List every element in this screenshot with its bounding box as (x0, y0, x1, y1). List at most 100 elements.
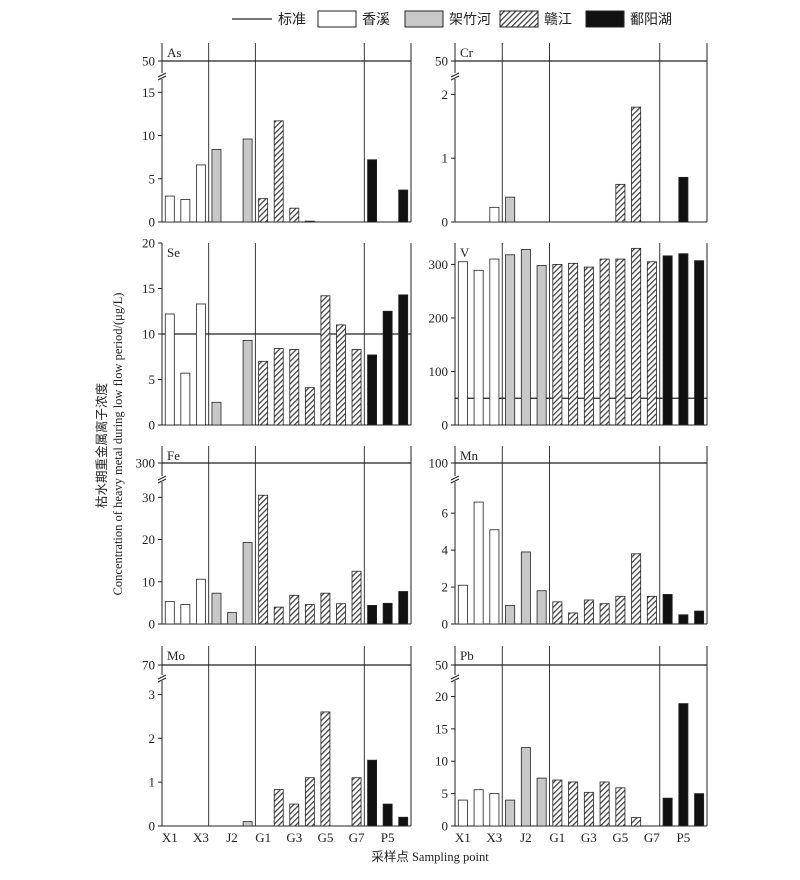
bar-mo-13 (351, 777, 362, 827)
y-axis-title: 枯水期重金属离子浓度 Concentration of heavy metal … (94, 293, 125, 596)
bar-mn-12 (631, 553, 642, 625)
bar-mn-8 (568, 612, 579, 625)
legend-xiangxi-label: 香溪 (362, 12, 390, 28)
y-tick-label: 0 (442, 617, 449, 632)
y-tick-label: 5 (442, 786, 449, 801)
y-tick-label: 0 (149, 418, 156, 433)
y-tick-label: 3 (149, 687, 156, 702)
bar-pb-4 (505, 799, 516, 827)
bar-as-10 (304, 220, 315, 223)
y-tick-label: 4 (442, 543, 449, 558)
bar-se-7 (258, 360, 269, 426)
x-tick-label: G5 (317, 830, 333, 845)
legend-jiazhu-swatch (404, 10, 444, 28)
bar-fe-2 (180, 604, 191, 625)
panel-se: 0 5 10 15 20 Se (142, 236, 412, 433)
bar-as-3 (195, 164, 206, 223)
y-tick-label: 10 (142, 327, 155, 342)
y-tick-label: 2 (442, 580, 449, 595)
bar-mo-6 (242, 821, 253, 827)
standard-tick-label: 300 (136, 456, 156, 471)
bar-fe-8 (273, 606, 284, 625)
bar-v-5 (520, 249, 531, 426)
bar-v-9 (583, 266, 594, 426)
bar-fe-9 (289, 594, 300, 625)
x-axis-title: 采样点 Sampling point (371, 849, 489, 864)
bar-mo-11 (320, 711, 331, 827)
panel-mn: 100 0 2 4 6 Mn (429, 446, 708, 632)
bar-as-4 (211, 148, 222, 223)
bar-cr-12 (631, 106, 642, 223)
y-tick-label: 15 (142, 281, 155, 296)
bar-mn-4 (505, 605, 516, 625)
standard-tick-label: 100 (429, 456, 449, 471)
x-tick-label: J2 (226, 830, 238, 845)
bar-pb-5 (520, 747, 531, 827)
panel-label: Cr (460, 45, 474, 60)
y-tick-label: 1 (442, 151, 449, 166)
bar-mo-15 (382, 803, 393, 827)
bar-v-16 (694, 260, 705, 426)
bar-v-15 (678, 253, 689, 426)
y-tick-label: 2 (149, 731, 156, 746)
y-tick-label: 20 (435, 689, 448, 704)
panel-label: Pb (460, 648, 474, 663)
axis-break-gap (450, 675, 460, 681)
bar-cr-11 (615, 183, 626, 223)
legend-jiazhu-label: 架竹河 (449, 12, 491, 28)
y-tick-label: 5 (149, 372, 156, 387)
bar-fe-5 (227, 612, 237, 625)
bar-se-16 (398, 294, 409, 426)
bar-se-2 (180, 372, 191, 426)
bar-v-12 (631, 247, 642, 426)
x-tick-label: P5 (677, 830, 691, 845)
bar-se-4 (211, 401, 222, 426)
x-tick-label: X3 (193, 830, 209, 845)
panel-label: As (167, 45, 181, 60)
panel-label: V (460, 245, 470, 260)
legend: 标准 香溪 架竹河 赣江 鄱阳湖 (232, 10, 672, 28)
bar-fe-7 (258, 494, 269, 625)
panel-v: 0 100 200 300 V (429, 243, 708, 433)
bar-se-10 (304, 387, 315, 426)
bar-se-14 (367, 354, 378, 426)
standard-tick-label: 50 (435, 54, 448, 69)
axis-break-mark (157, 72, 167, 81)
bar-se-12 (336, 324, 346, 426)
bar-mo-16 (398, 816, 409, 827)
panel-label: Fe (167, 448, 180, 463)
bar-se-13 (351, 349, 362, 426)
axis-break-gap (157, 73, 167, 79)
bar-se-15 (382, 310, 393, 426)
bar-se-9 (289, 349, 300, 426)
bar-pb-10 (599, 781, 610, 827)
y-tick-label: 200 (429, 310, 449, 325)
bar-v-6 (536, 265, 547, 426)
panel-pb: 50 0 5 10 15 20 Pb X1 X3 J2 G1 G3 G5 G7 P5 (435, 646, 708, 845)
panel-label: Mo (167, 648, 185, 663)
axis-break-gap (157, 675, 167, 681)
axis-break-mark (450, 72, 460, 81)
panel-cr: 50 0 1 2 Cr (435, 43, 708, 230)
y-tick-label: 0 (442, 819, 449, 834)
axis-break-gap (157, 476, 167, 482)
bar-v-4 (505, 254, 516, 426)
legend-xiangxi-swatch (317, 10, 357, 28)
legend-item-xiangxi: 香溪 (317, 10, 390, 28)
standard-tick-label: 70 (142, 658, 155, 673)
bar-mn-2 (473, 501, 484, 625)
y-tick-label: 0 (149, 215, 156, 230)
x-tick-label: X1 (162, 830, 178, 845)
bar-se-6 (242, 339, 253, 426)
bar-as-8 (273, 120, 284, 223)
bar-v-7 (552, 264, 563, 426)
bar-v-14 (662, 255, 673, 426)
x-tick-label: G3 (286, 830, 302, 845)
bar-mo-8 (273, 789, 284, 827)
bar-v-11 (615, 258, 626, 426)
bar-fe-15 (382, 602, 393, 625)
x-tick-label: P5 (381, 830, 395, 845)
bar-se-11 (320, 295, 331, 426)
panel-label: Mn (460, 448, 479, 463)
panel-fe: 300 0 10 20 30 Fe (136, 446, 412, 632)
